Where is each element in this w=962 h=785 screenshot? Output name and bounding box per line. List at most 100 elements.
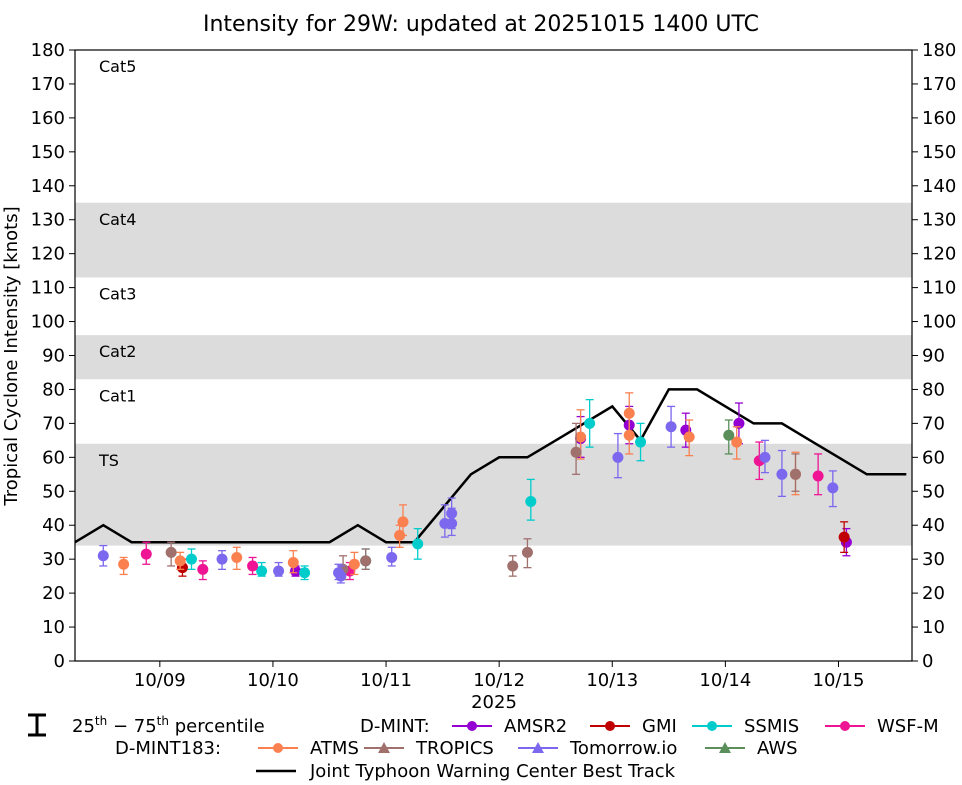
marker [197,563,209,575]
point-tomorrow-io [386,546,398,567]
point-ssmis [525,478,537,521]
y-tick-label: 160 [31,108,65,129]
y-tick-label-right: 130 [922,210,956,231]
band-label-cat4: Cat4 [99,210,136,229]
best-track-line [74,388,907,544]
y-tick-label: 150 [31,142,65,163]
y-tick-label: 130 [31,210,65,231]
legend-marker [840,721,850,731]
y-axis-label: Tropical Cyclone Intensity [knots] [1,206,22,506]
band-cat2 [75,335,912,380]
y-tick-label-right: 80 [922,379,945,400]
band-label-cat3: Cat3 [99,284,136,303]
point-atms [348,551,360,576]
legend-label: TROPICS [415,738,494,759]
band-label-cat1: Cat1 [99,386,136,405]
legend: 25th − 75th percentile D-MINT: D-MINT183… [28,713,939,782]
marker [812,470,824,482]
marker [256,565,268,577]
marker [723,429,735,441]
y-tick-label-right: 60 [922,447,945,468]
legend-marker [532,742,544,753]
x-tick-label: 10/15 [813,670,865,691]
y-tick-label: 10 [42,617,65,638]
marker [612,451,624,463]
chart-title: Intensity for 29W: updated at 20251015 1… [203,12,759,37]
point-tomorrow-io [665,405,677,448]
point-tropics [507,555,519,577]
y-tick-label: 170 [31,74,65,95]
point-wsf-m [247,556,259,576]
x-tick-label: 10/13 [586,670,638,691]
legend-label: ATMS [310,738,359,759]
band-cat4 [75,202,912,278]
point-tomorrow-io [827,470,839,508]
x-axis-label: 2025 [471,692,517,713]
point-atms [174,551,186,570]
marker [299,567,311,579]
legend-marker [273,743,283,753]
point-ssmis [635,422,647,462]
marker [97,550,109,562]
legend-label: GMI [642,716,677,737]
marker [570,446,582,458]
x-tick-label: 10/10 [247,670,299,691]
marker [838,531,850,543]
legend-label: AWS [757,738,798,759]
y-tick-label: 120 [31,244,65,265]
y-axis-left: 0 10 20 30 40 50 60 70 80 90 100 110 120 130 140 150 160… [31,40,75,672]
y-tick-label-right: 50 [922,481,945,502]
point-atms [623,392,635,433]
legend-group-dmint: D-MINT: [360,716,430,737]
marker [165,546,177,558]
point-tropics [570,422,582,475]
band-label-ts: TS [98,451,119,470]
marker [635,436,647,448]
point-tomorrow-io [97,544,109,567]
point-atms [731,426,743,460]
point-aws [723,419,735,455]
y-tick-label-right: 180 [922,40,956,61]
marker [216,553,228,565]
marker [247,560,259,572]
point-tomorrow-io [335,565,347,584]
legend-item-ssmis: SSMIS [692,716,799,737]
y-tick-label: 90 [42,346,65,367]
y-tick-label-right: 120 [922,244,956,265]
point-wsf-m [197,560,209,581]
legend-item-gmi: GMI [590,716,677,737]
legend-marker [378,742,390,753]
legend-item-tomorrow-io: Tomorrow.io [518,738,677,759]
y-tick-label: 30 [42,549,65,570]
y-tick-label: 110 [31,278,65,299]
y-tick-label: 80 [42,379,65,400]
marker [140,548,152,560]
legend-item-tropics: TROPICS [364,738,494,759]
point-atms [118,556,130,576]
y-tick-label: 100 [31,312,65,333]
y-axis-right: 0 10 20 30 40 50 60 70 80 90 100 110 120 130 140 150 160… [912,40,956,672]
y-tick-label: 60 [42,447,65,468]
marker [683,431,695,443]
marker [521,546,533,558]
best-track-layer [74,388,907,544]
marker [731,436,743,448]
y-tick-label-right: 100 [922,312,956,333]
percentile-label: 25th − 75th percentile [72,714,265,737]
marker [759,451,771,463]
y-tick-label-right: 160 [922,108,956,129]
x-axis: 10/09 10/10 10/11 10/12 10/13 10/14 10/15 [134,661,865,691]
legend-marker [467,721,477,731]
band-label-cat5: Cat5 [99,57,136,76]
y-tick-label-right: 90 [922,346,945,367]
point-ssmis [584,398,596,448]
marker [186,553,198,565]
point-tropics [165,541,177,567]
y-tick-label-right: 140 [922,176,956,197]
marker [789,468,801,480]
legend-label: AMSR2 [504,716,567,737]
point-tomorrow-io [216,550,228,570]
legend-marker [707,721,717,731]
legend-marker [605,721,615,731]
marker [665,421,677,433]
